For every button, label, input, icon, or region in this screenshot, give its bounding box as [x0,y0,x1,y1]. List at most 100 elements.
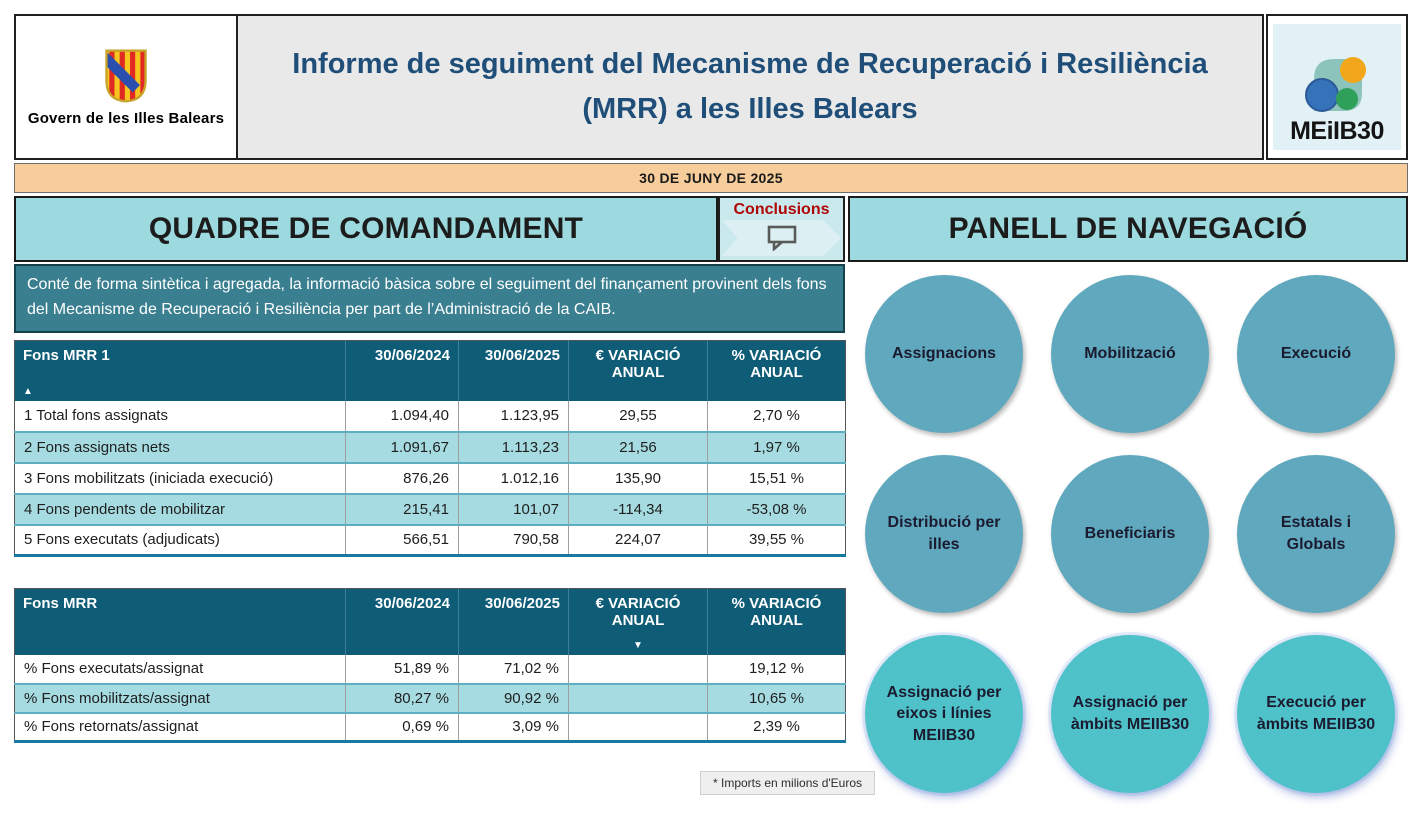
nav-button-label: Assignació per eixos i línies MEIIB30 [886,683,1002,744]
cell-value: 90,92 % [458,682,569,713]
table-row: 3 Fons mobilitzats (iniciada execució) 87… [14,461,846,494]
cell-value: 876,26 [345,461,459,494]
cell-value: 0,69 % [345,711,459,742]
col-header-2024[interactable]: 30/06/2024 [345,588,459,655]
nav-button-label: Assignacions [891,345,997,363]
meiib30-logo: MEiIB30 [1266,14,1408,160]
report-date: 30 DE JUNY DE 2025 [639,170,783,186]
cell-value: 2,39 % [707,711,846,742]
cell-value: 1.113,23 [458,430,569,463]
cell-value: 215,41 [345,492,459,525]
nav-button-execuci-per-mbits-meiib30[interactable]: Execució per àmbits MEIIB30 [1237,635,1395,793]
nav-button-label: Distribució per illes [887,514,1001,553]
col-header-eur-variacio[interactable]: € VARIACIÓ ANUAL [568,340,708,401]
nav-button-mobilitzaci[interactable]: Mobilització [1051,275,1209,433]
nav-button-label: Assignació per àmbits MEIIB30 [1070,694,1190,733]
fons-mrr-table: Fons MRR 30/06/2024 30/06/2025 € VARIACI… [14,588,846,743]
govern-logo: Govern de les Illes Balears [14,14,238,160]
conclusions-button[interactable]: Conclusions [718,196,845,262]
table1-header-row: Fons MRR 1 ▲ 30/06/2024 30/06/2025 € VAR… [14,340,846,401]
cell-value: 1.094,40 [345,400,459,432]
cell-value: 2,70 % [707,400,846,432]
row-label: % Fons executats/assignat [14,654,346,684]
sort-desc-icon: ▼ [633,639,643,651]
fons-mrr-1-table: Fons MRR 1 ▲ 30/06/2024 30/06/2025 € VAR… [14,340,846,557]
row-label: % Fons mobilitzats/assignat [14,682,346,713]
nav-button-label: Beneficiaris [1084,525,1176,543]
meiib30-logo-text: MEiIB30 [1290,117,1384,145]
nav-button-assignacions[interactable]: Assignacions [865,275,1023,433]
org-name: Govern de les Illes Balears [27,109,225,127]
cell-value: 101,07 [458,492,569,525]
cell-value: 135,90 [568,461,708,494]
nav-button-label: Execució per àmbits MEIIB30 [1256,694,1376,733]
nav-button-execuci[interactable]: Execució [1237,275,1395,433]
conclusions-label: Conclusions [733,201,830,218]
section-panell-navegacio: PANELL DE NAVEGACIÓ [848,196,1408,262]
row-label: 4 Fons pendents de mobilitzar [14,492,346,525]
col-header-2024[interactable]: 30/06/2024 [345,340,459,401]
table-row: % Fons retornats/assignat 0,69 % 3,09 % 2,3… [14,711,846,742]
quadre-title: QUADRE DE COMANDAMENT [148,212,584,245]
col-header-eur-variacio[interactable]: € VARIACIÓ ANUAL ▼ [568,588,708,655]
nav-button-distribuci-per-illes[interactable]: Distribució per illes [865,455,1023,613]
panell-title: PANELL DE NAVEGACIÓ [948,212,1308,245]
chevron-right-icon [722,220,841,256]
col-header-pct-variacio[interactable]: % VARIACIÓ ANUAL [707,340,846,401]
date-bar: 30 DE JUNY DE 2025 [14,163,1408,193]
table-row: 5 Fons executats (adjudicats) 566,51 790,5… [14,523,846,556]
cell-value [568,711,708,742]
cell-value: 1.123,95 [458,400,569,432]
table-row: 4 Fons pendents de mobilitzar 215,41 101,0… [14,492,846,525]
cell-value: 224,07 [568,523,708,556]
units-footnote: * Imports en milions d'Euros [700,771,876,795]
cell-value: 3,09 % [458,711,569,742]
govern-shield-icon [105,49,147,102]
cell-value [568,654,708,684]
nav-button-label: Mobilització [1084,345,1176,363]
nav-button-beneficiaris[interactable]: Beneficiaris [1051,455,1209,613]
cell-value [568,682,708,713]
meiib30-glyph-icon [1305,57,1366,112]
cell-value: 1.012,16 [458,461,569,494]
nav-button-label: Execució [1280,345,1352,363]
row-label: 5 Fons executats (adjudicats) [14,523,346,556]
cell-value: 1,97 % [707,430,846,463]
dashboard-description: Conté de forma sintètica i agregada, la … [14,264,845,333]
col-header-fons-mrr[interactable]: Fons MRR [14,588,346,655]
cell-value: -53,08 % [707,492,846,525]
cell-value: 1.091,67 [345,430,459,463]
table-row: % Fons mobilitzats/assignat 80,27 % 90,92 … [14,682,846,713]
row-label: 2 Fons assignats nets [14,430,346,463]
cell-value: 10,65 % [707,682,846,713]
speech-bubble-icon [767,225,796,251]
nav-button-label: Estatals i Globals [1280,514,1352,553]
cell-value: 71,02 % [458,654,569,684]
table-row: 2 Fons assignats nets 1.091,67 1.113,23 21,… [14,430,846,463]
page-title: Informe de seguiment del Mecanisme de Re… [292,48,1208,125]
cell-value: -114,34 [568,492,708,525]
cell-value: 51,89 % [345,654,459,684]
top-header: Govern de les Illes Balears Informe de s… [14,14,1408,160]
nav-button-assignaci-per-mbits-meiib30[interactable]: Assignació per àmbits MEIIB30 [1051,635,1209,793]
nav-button-assignaci-per-eixos-i-l-nies-meiib30[interactable]: Assignació per eixos i línies MEIIB30 [865,635,1023,793]
col-header-2025[interactable]: 30/06/2025 [458,588,569,655]
cell-value: 39,55 % [707,523,846,556]
cell-value: 566,51 [345,523,459,556]
row-label: 3 Fons mobilitzats (iniciada execució) [14,461,346,494]
cell-value: 80,27 % [345,682,459,713]
report-title-cell: Informe de seguiment del Mecanisme de Re… [236,14,1264,160]
col-header-2025[interactable]: 30/06/2025 [458,340,569,401]
col-header-pct-variacio[interactable]: % VARIACIÓ ANUAL [707,588,846,655]
cell-value: 19,12 % [707,654,846,684]
nav-button-estatals-i-globals[interactable]: Estatals i Globals [1237,455,1395,613]
row-label: % Fons retornats/assignat [14,711,346,742]
navigation-panel: Assignacions Mobilització Execució Distribu… [851,264,1409,804]
section-quadre-comandament: QUADRE DE COMANDAMENT [14,196,718,262]
col-header-fons-mrr-1[interactable]: Fons MRR 1 ▲ [14,340,346,401]
cell-value: 790,58 [458,523,569,556]
cell-value: 21,56 [568,430,708,463]
cell-value: 15,51 % [707,461,846,494]
table2-header-row: Fons MRR 30/06/2024 30/06/2025 € VARIACI… [14,588,846,655]
